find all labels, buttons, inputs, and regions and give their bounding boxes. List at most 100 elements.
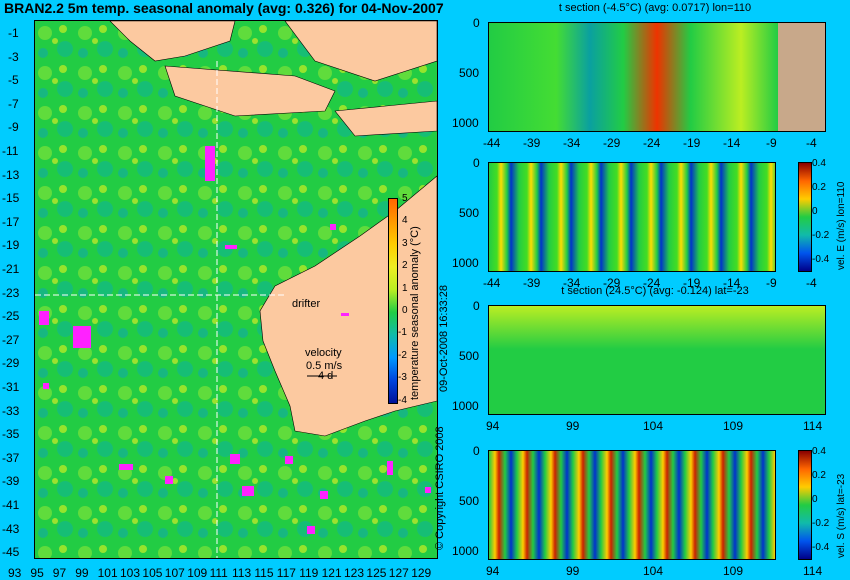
map-lon-tick-label: 109 <box>187 566 208 580</box>
land-java <box>164 65 336 117</box>
drifter-tracks <box>39 146 431 534</box>
panel4-y-tick-label: 500 <box>459 494 480 508</box>
panel3-y-tick-label: 0 <box>473 299 480 313</box>
panel3-section <box>488 305 826 415</box>
panel3-y-tick-label: 1000 <box>452 399 479 413</box>
map-colorbar-tick-label: 5 <box>402 193 408 204</box>
panel4-colorbar-tick-label: 0.4 <box>812 446 826 457</box>
timestamp: 09-Oct-2008 16:33:28 <box>438 284 450 392</box>
panel1-x-tick-label: -44 <box>483 136 501 150</box>
map-panel <box>34 20 438 559</box>
velocity-value: 0.5 m/s <box>306 360 343 372</box>
panel2-colorbar-tick-label: 0.4 <box>812 158 826 169</box>
panel4-colorbar <box>798 450 812 560</box>
map-lat-tick-label: -27 <box>2 332 20 347</box>
drifter-track <box>119 464 133 470</box>
map-colorbar-tick-label: -1 <box>398 327 407 339</box>
map-lat-tick-label: -9 <box>8 120 19 135</box>
panel2-x-tick-label: -9 <box>766 276 777 290</box>
panel2-colorbar-tick-label: -0.2 <box>812 230 830 241</box>
drifter-track <box>230 454 240 464</box>
map-colorbar-tick-label: 2 <box>402 260 408 272</box>
velocity-label: velocity <box>305 347 342 359</box>
map-lat-tick-label: -23 <box>2 285 20 300</box>
map-lat-tick-label: -21 <box>2 262 20 276</box>
drifter-track <box>425 487 431 493</box>
drifter-track <box>330 224 336 230</box>
map-lon-tick-label: 121 <box>321 566 342 580</box>
map-colorbar-tick-label: 3 <box>402 237 408 249</box>
panel1-x-tick-label: -24 <box>643 136 661 150</box>
panel1-y-tick-label: 1000 <box>452 116 479 130</box>
map-lat-tick-label: -5 <box>8 73 19 88</box>
panel2-colorbar <box>798 162 812 272</box>
panel2-x-tick-label: -44 <box>483 276 501 290</box>
panel1-x-tick-label: -9 <box>766 136 777 150</box>
map-lon-tick-label: 107 <box>164 566 185 580</box>
map-lat-tick-label: -29 <box>2 356 20 371</box>
drifter-track <box>225 245 237 249</box>
map-lon-tick-label: 111 <box>209 566 228 580</box>
panel4-x-tick-label: 104 <box>643 564 664 578</box>
drifter-track <box>43 383 49 389</box>
map-lat-tick-label: -7 <box>8 96 19 111</box>
panel1-x-tick-label: -29 <box>603 136 621 150</box>
map-lat-tick-label: -31 <box>2 380 20 394</box>
panel2-x-tick-label: -24 <box>643 276 661 290</box>
map-lat-tick-label: -43 <box>2 521 20 536</box>
map-colorbar-tick-label: -2 <box>398 349 407 361</box>
map-lon-tick-label: 95 <box>30 566 44 580</box>
panel4-x-tick-label: 94 <box>486 564 500 578</box>
panel3-x-tick-label: 99 <box>566 419 580 433</box>
panel2-y-tick-label: 1000 <box>452 256 479 270</box>
drifter-track <box>387 461 393 475</box>
drifter-track <box>242 486 254 496</box>
map-lat-tick-label: -39 <box>2 474 20 489</box>
panel4-y-tick-label: 1000 <box>452 544 479 558</box>
map-lon-tick-label: 125 <box>366 566 387 580</box>
panel4-x-tick-label: 109 <box>723 564 744 578</box>
panel3-x-tick-label: 114 <box>803 419 823 433</box>
panel4-colorbar-tick-label: 0.2 <box>812 470 826 481</box>
drifter-track <box>320 491 328 499</box>
panel3-x-tick-label: 94 <box>486 419 500 433</box>
drifter-track <box>165 476 173 484</box>
land-sumatra <box>109 21 236 62</box>
map-lon-tick-label: 119 <box>299 566 319 580</box>
panel1-title: t section (-4.5°C) (avg: 0.0717) lon=110 <box>558 2 752 14</box>
panel4-y-tick-label: 0 <box>473 444 480 458</box>
map-lat-tick-label: -13 <box>2 167 20 182</box>
map-lat-tick-label: -25 <box>2 309 20 324</box>
map-colorbar-tick-label: 0 <box>402 305 408 316</box>
panel1-y-tick-label: 500 <box>459 66 480 80</box>
panel2-colorbar-label: vel. E (m/s) lon=110 <box>836 181 847 270</box>
panel2-x-tick-label: -34 <box>563 276 581 290</box>
panel2-x-tick-label: -19 <box>683 276 701 290</box>
drifter-track <box>73 326 91 348</box>
main-title: BRAN2.2 5m temp. seasonal anomaly (avg: … <box>4 0 444 16</box>
map-lat-tick-label: -3 <box>8 49 19 64</box>
land-nusa-tenggara <box>334 100 437 137</box>
map-lon-tick-label: 129 <box>411 566 432 580</box>
map-lon-tick-label: 105 <box>142 566 163 580</box>
map-lat-tick-label: -19 <box>2 238 20 253</box>
drifter-legend-marker <box>341 313 349 316</box>
panel2-colorbar-tick-label: 0 <box>812 206 818 217</box>
map-lat-tick-label: -1 <box>8 26 19 40</box>
drifter-label: drifter <box>292 298 321 310</box>
land-borneo <box>284 21 437 82</box>
map-lat-tick-label: -33 <box>2 403 20 418</box>
panel1-x-tick-label: -34 <box>563 136 581 150</box>
map-lat-tick-label: -15 <box>2 191 20 206</box>
velocity-sub: 4 d <box>318 370 334 382</box>
panel2-colorbar-tick-label: -0.4 <box>812 254 830 265</box>
map-lat-tick-label: -11 <box>2 144 19 158</box>
map-lat-tick-label: -17 <box>2 214 20 229</box>
copyright: © Copyright CSIRO 2008 <box>434 426 446 550</box>
map-lon-tick-label: 117 <box>276 566 296 580</box>
map-svg <box>35 21 437 558</box>
map-colorbar-label: temperature seasonal anomaly (°C) <box>409 226 421 400</box>
map-lat-tick-label: -45 <box>2 545 20 560</box>
map-lon-tick-label: 93 <box>8 566 22 580</box>
drifter-track <box>39 311 49 325</box>
